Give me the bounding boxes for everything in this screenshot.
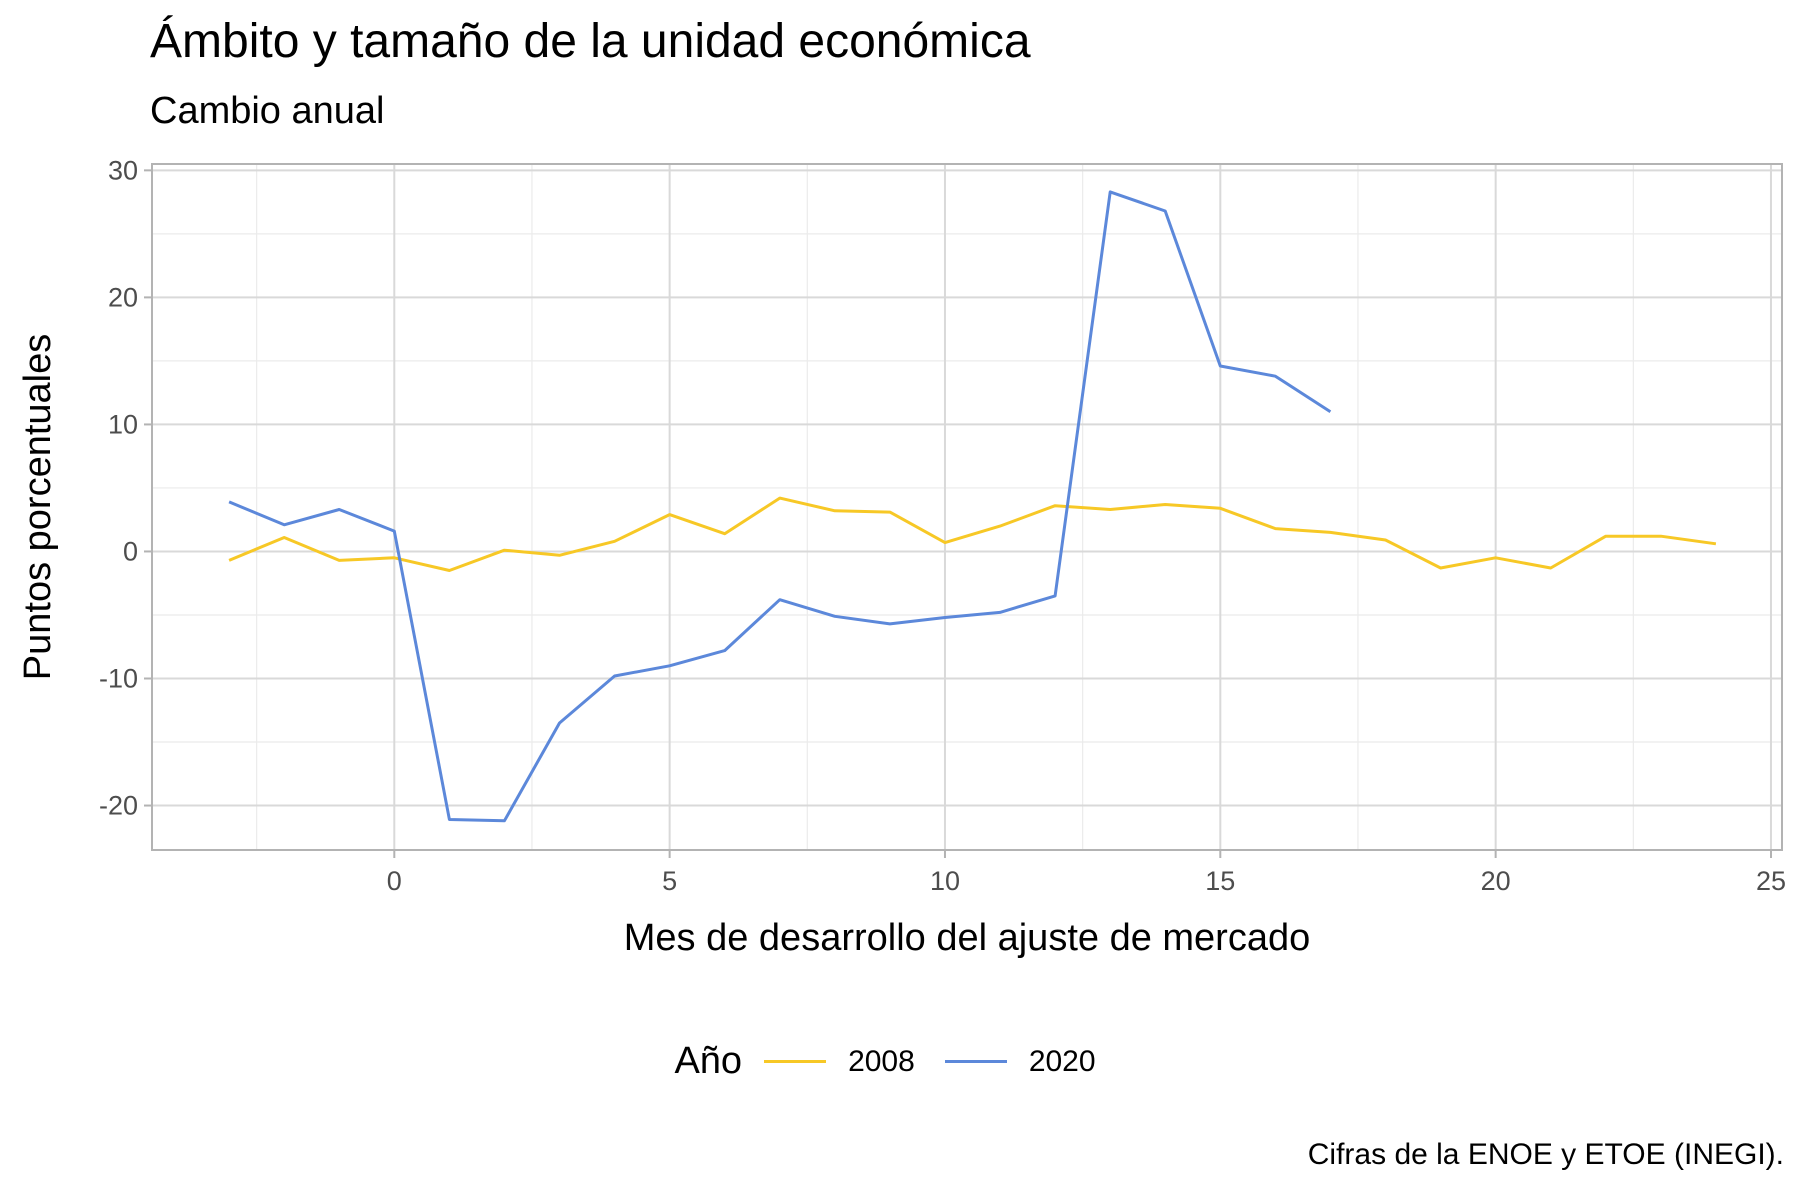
legend-key-2008 [764,1060,827,1063]
chart-caption: Cifras de la ENOE y ETOE (INEGI). [1307,1138,1784,1171]
x-tick-label: 20 [1481,866,1511,896]
x-tick-label: 25 [1756,866,1786,896]
legend-title: Año [674,1040,743,1082]
y-tick-label: -20 [99,791,138,821]
y-tick-label: 30 [108,155,138,185]
y-tick-label: 10 [108,409,138,439]
legend-key-2020 [944,1060,1007,1063]
legend-item-2020: 2020 [944,1044,1096,1079]
y-tick-label: 20 [108,282,138,312]
major-gridlines [152,164,1782,850]
legend-label-2020: 2020 [1028,1044,1096,1078]
line-chart: 0 5 10 15 20 25 -20 -10 0 10 20 30 Mes de desarroll… [17,155,1786,959]
axis-ticks [144,169,1772,858]
x-tick-label: 5 [662,866,677,896]
plot-panel-border [151,163,1783,851]
legend-item-2008: 2008 [764,1045,915,1079]
x-tick-label: 15 [1205,866,1235,896]
x-axis-title: Mes de desarrollo del ajuste de mercado [624,917,1311,959]
series-line-2008 [228,496,1717,572]
tick-labels: 0 5 10 15 20 25 -20 -10 0 10 20 30 [99,155,1786,896]
chart-subtitle: Cambio anual [150,90,385,132]
series-line-2020 [228,190,1332,823]
chart-title: Ámbito y tamaño de la unidad económica [150,15,1031,68]
legend-label-2008: 2008 [848,1044,915,1078]
y-tick-label: 0 [123,536,138,566]
y-tick-label: -10 [99,664,138,694]
legend: Año 2008 2020 [0,1040,1800,1083]
series-layer [228,190,1717,823]
x-tick-label: 10 [930,866,960,896]
y-axis-title: Puntos porcentuales [17,334,59,680]
x-tick-label: 0 [387,866,402,896]
minor-gridlines [152,164,1782,850]
